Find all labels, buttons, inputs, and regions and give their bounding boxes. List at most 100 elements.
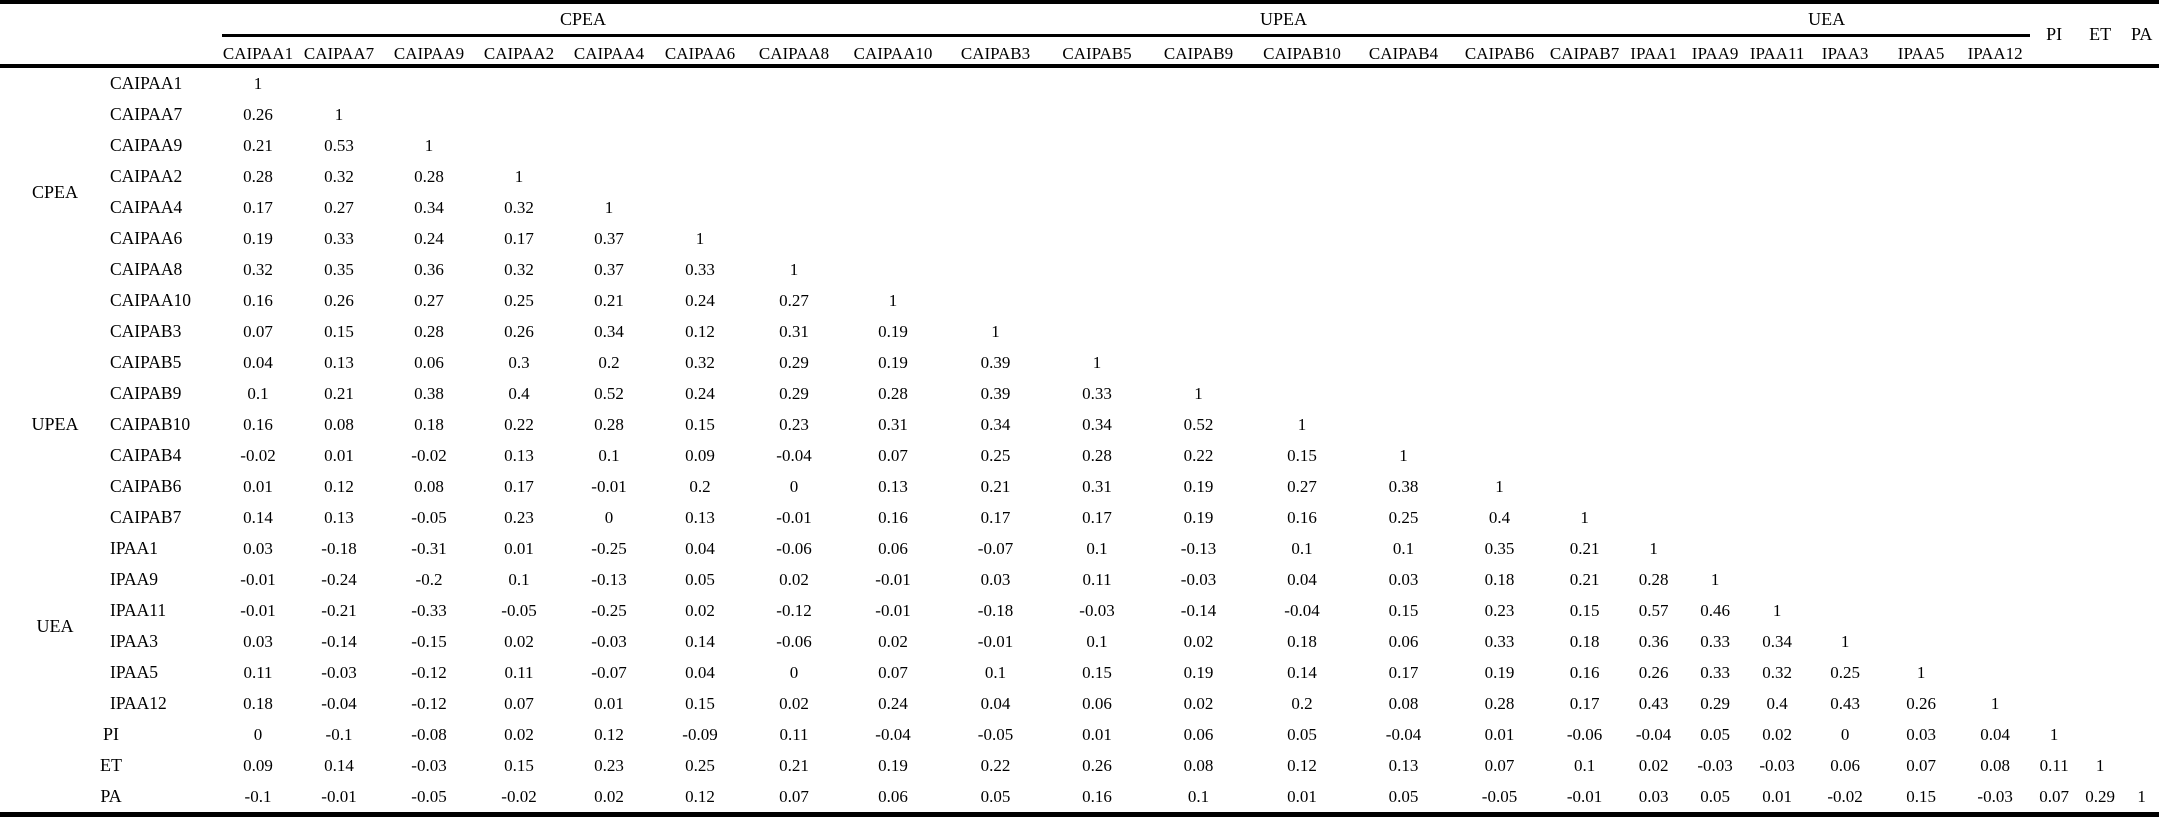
empty-cell — [1250, 192, 1354, 223]
table-row: UEA IPAA1 0.03 -0.18 -0.31 0.01 -0.25 0.04 -0.06… — [0, 533, 2159, 636]
correlation-cell: 0.34 — [594, 321, 624, 341]
table-row: CAIPAA8 0.32 0.35 0.36 0.32 0.37 0.33 1 — [0, 254, 2159, 285]
correlation-cell: 0.15 — [685, 414, 715, 434]
empty-cell — [1882, 471, 1960, 502]
correlation-cell: 0.17 — [1082, 507, 1112, 527]
empty-cell — [2122, 285, 2159, 316]
correlation-cell: 0.05 — [944, 781, 1048, 817]
empty-cell — [2030, 533, 2078, 564]
correlation-cell: 0.19 — [1484, 662, 1515, 682]
correlation-cell: 0.02 — [1762, 724, 1792, 744]
empty-cell — [2078, 719, 2122, 750]
empty-cell — [1746, 409, 1808, 440]
correlation-cell: 0.43 — [1830, 693, 1860, 713]
correlation-cell: -0.13 — [591, 569, 627, 589]
correlation-cell: 0.34 — [414, 197, 444, 217]
empty-cell — [1882, 161, 1960, 192]
correlation-cell: 0.07 — [746, 781, 842, 817]
row-label-caipab10: CAIPAB10 — [110, 414, 191, 434]
empty-cell — [1684, 316, 1746, 347]
empty-cell — [2030, 161, 2078, 192]
empty-cell — [1453, 161, 1546, 192]
correlation-cell: -0.02 — [411, 445, 447, 465]
correlation-cell: 0.31 — [1082, 476, 1112, 496]
correlation-cell: 0.15 — [1569, 600, 1600, 620]
correlation-cell: 0.15 — [685, 693, 715, 713]
empty-cell — [1808, 161, 1882, 192]
row-label-caipaa8: CAIPAA8 — [110, 259, 183, 279]
empty-cell — [654, 66, 746, 99]
correlation-cell: 0.37 — [594, 259, 624, 279]
empty-cell — [1808, 347, 1882, 378]
table-row: CAIPAA4 0.17 0.27 0.34 0.32 1 — [0, 192, 2159, 223]
table-row: CAIPAA9 0.21 0.53 1 — [0, 130, 2159, 161]
correlation-cell: -0.03 — [321, 662, 357, 682]
correlation-cell: 0.28 — [1638, 569, 1669, 589]
correlation-cell: 0.15 — [1388, 600, 1419, 620]
correlation-cell: 1 — [334, 104, 344, 124]
empty-cell — [2030, 130, 2078, 161]
row-label-pa: PA — [0, 781, 222, 817]
correlation-cell: 0.27 — [324, 197, 354, 217]
correlation-cell: -0.04 — [1385, 724, 1422, 744]
empty-cell — [2030, 471, 2078, 502]
correlation-cell: 0.28 — [1484, 693, 1515, 713]
empty-cell — [1808, 254, 1882, 285]
correlation-cell: 0.02 — [685, 600, 715, 620]
empty-cell — [1808, 533, 1882, 564]
correlation-cell: 0.15 — [1287, 445, 1317, 465]
correlation-cell: 0.23 — [594, 755, 624, 775]
empty-cell — [842, 254, 944, 285]
correlation-cell: 0.14 — [243, 507, 273, 527]
correlation-cell: 0.07 — [243, 321, 273, 341]
correlation-cell: -0.01 — [240, 600, 276, 620]
empty-cell — [1684, 223, 1746, 254]
empty-cell — [2122, 161, 2159, 192]
correlation-cell: 1 — [991, 321, 1000, 341]
empty-cell — [1453, 347, 1546, 378]
correlation-cell: 0.4 — [508, 383, 530, 403]
empty-cell — [1960, 223, 2030, 254]
empty-cell — [1047, 316, 1147, 347]
empty-cell — [1746, 223, 1808, 254]
empty-cell — [1746, 66, 1808, 99]
empty-cell — [1546, 347, 1623, 378]
correlation-cell: -0.06 — [776, 538, 812, 558]
column-header-row: CAIPAA1 CAIPAA7 CAIPAA9 CAIPAA2 CAIPAA4 CAIPA… — [0, 35, 2159, 68]
row-group-label-upea: UPEA — [31, 414, 79, 434]
empty-cell — [384, 66, 474, 99]
correlation-cell: -0.14 — [1180, 600, 1217, 620]
correlation-cell: 0.07 — [878, 662, 908, 682]
correlation-cell: 0.35 — [1484, 538, 1515, 558]
correlation-cell: 0.02 — [779, 693, 809, 713]
empty-cell — [1960, 564, 2030, 595]
correlation-cell: 0.05 — [685, 569, 715, 589]
empty-cell — [2030, 99, 2078, 130]
correlation-cell: 0.18 — [1484, 569, 1515, 589]
row-label-caipab7: CAIPAB7 — [110, 507, 182, 527]
correlation-cell: 0.01 — [1746, 781, 1809, 817]
table-row: ET 0.09 0.14 -0.03 0.15 0.23 0.25 0.21 0.19 0.22 0… — [0, 750, 2159, 781]
correlation-cell: 0.16 — [243, 290, 273, 310]
row-label-caipaa6: CAIPAA6 — [110, 228, 183, 248]
correlation-cell: -0.02 — [474, 781, 564, 817]
empty-cell — [1808, 378, 1882, 409]
empty-cell — [2122, 471, 2159, 502]
empty-cell — [654, 130, 746, 161]
correlation-cell: 0.27 — [779, 290, 809, 310]
empty-cell — [2078, 254, 2122, 285]
empty-cell — [1960, 440, 2030, 471]
empty-cell — [2122, 192, 2159, 223]
correlation-cell: 0.27 — [414, 290, 444, 310]
correlation-cell: -0.09 — [682, 724, 718, 744]
group-header-row: CPEA UPEA UEA PI ET PA — [0, 0, 2159, 68]
correlation-cell: 0.14 — [685, 631, 715, 651]
row-label-caipaa1: CAIPAA1 — [110, 73, 183, 93]
row-label-caipab3: CAIPAB3 — [110, 321, 182, 341]
correlation-cell: 0.37 — [594, 228, 624, 248]
correlation-cell: 0.1 — [598, 445, 620, 465]
column-header-ipaa11: IPAA11 — [1746, 35, 1809, 68]
correlation-cell: 1 — [1297, 414, 1307, 434]
empty-cell — [1623, 192, 1684, 223]
correlation-cell: 0.17 — [980, 507, 1011, 527]
